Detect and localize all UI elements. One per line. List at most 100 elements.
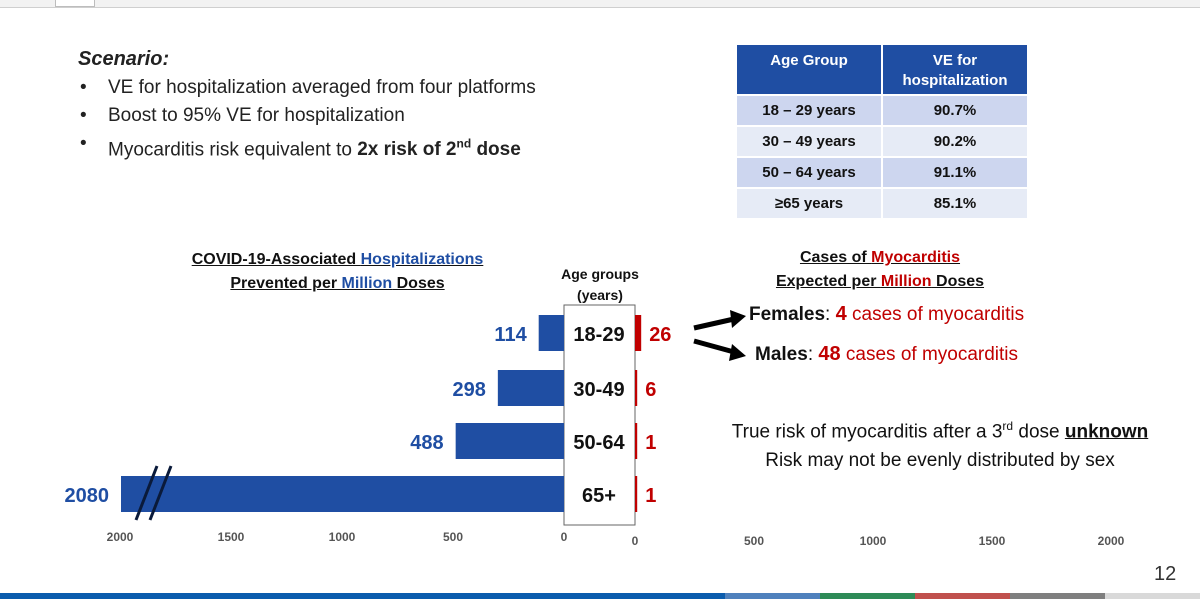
left-heading-line2: Prevented per Million Doses	[160, 272, 515, 296]
right-axis-tick: 0	[632, 534, 639, 548]
heading-text: Hospitalizations	[360, 251, 484, 268]
right-chart-heading: Cases of Myocarditis Expected per Millio…	[740, 246, 1020, 294]
heading-text: Doses	[392, 275, 445, 292]
right-heading-line1: Cases of Myocarditis	[740, 246, 1020, 270]
right-axis-tick: 1000	[860, 534, 887, 548]
footer-color-bar	[0, 593, 1200, 599]
heading-text: COVID-19-Associated	[191, 251, 361, 268]
heading-text: Million	[341, 275, 393, 292]
note-text: dose	[1013, 421, 1065, 443]
age-group-label: 65+	[582, 485, 616, 507]
window-tab[interactable]	[55, 0, 95, 7]
heading-text: Doses	[931, 273, 985, 290]
right-heading-line2: Expected per Million Doses	[740, 270, 1020, 294]
myocarditis-bar	[635, 315, 642, 351]
table-cell: 90.2%	[881, 125, 1029, 158]
males-callout: Males: 48 cases of myocarditis	[755, 343, 1018, 366]
age-header-line1: Age groups	[561, 266, 639, 282]
left-axis-tick: 500	[443, 530, 463, 544]
age-group-label: 18-29	[573, 324, 624, 346]
scenario-bullet: VE for hospitalization averaged from fou…	[78, 74, 638, 102]
table-cell: 91.1%	[881, 156, 1029, 189]
hospitalization-value-label: 488	[410, 432, 443, 454]
callout-sep: :	[825, 304, 836, 325]
ve-table-header: VE for hospitalization	[881, 43, 1029, 96]
left-chart-heading: COVID-19-Associated Hospitalizations Pre…	[160, 248, 515, 296]
callout-label: Females	[749, 304, 826, 325]
left-heading-line1: COVID-19-Associated Hospitalizations	[160, 248, 515, 272]
hospitalization-value-label: 114	[494, 324, 527, 346]
left-axis-tick: 1500	[218, 530, 245, 544]
age-group-box	[563, 304, 636, 526]
scenario-bullet-bold: 2x risk of 2	[357, 139, 457, 161]
table-cell: 85.1%	[881, 187, 1029, 220]
risk-note-line2: Risk may not be evenly distributed by se…	[765, 450, 1115, 472]
footer-segment	[915, 593, 1010, 599]
heading-text: Myocarditis	[871, 249, 961, 266]
heading-text: Prevented per	[230, 275, 342, 292]
risk-note-line1: True risk of myocarditis after a 3rd dos…	[690, 412, 1190, 446]
scenario-bullet: Myocarditis risk equivalent to 2x risk o…	[78, 130, 638, 164]
table-cell: ≥65 years	[735, 187, 883, 220]
right-axis-tick: 2000	[1098, 534, 1125, 548]
table-row: ≥65 years 85.1%	[735, 187, 1029, 220]
myocarditis-value-label: 1	[645, 432, 656, 454]
footer-segment	[0, 593, 725, 599]
right-axis-tick: 500	[744, 534, 764, 548]
hospitalization-bar	[538, 315, 564, 351]
hospitalization-bar	[121, 476, 564, 512]
age-group-label: 50-64	[573, 432, 625, 454]
scenario-list: VE for hospitalization averaged from fou…	[78, 74, 638, 164]
arrow-icon	[693, 310, 746, 361]
scenario-title: Scenario:	[78, 48, 170, 70]
callout-text: cases of myocarditis	[846, 304, 1025, 325]
risk-note: True risk of myocarditis after a 3rd dos…	[690, 412, 1190, 475]
callout-sep: :	[807, 344, 819, 365]
age-group-label: 30-49	[573, 379, 624, 401]
footer-segment	[820, 593, 915, 599]
table-row: 30 – 49 years 90.2%	[735, 125, 1029, 158]
table-cell: 50 – 64 years	[735, 156, 883, 189]
callout-number: 48	[818, 343, 841, 365]
table-cell: 30 – 49 years	[735, 125, 883, 158]
scenario-bullet-sup: nd	[456, 137, 472, 151]
window-top-bar	[0, 0, 1200, 8]
footer-segment	[725, 593, 820, 599]
scenario-bullet-bold-end: dose	[471, 139, 521, 161]
note-text: True risk of myocarditis after a 3	[731, 421, 1003, 443]
myocarditis-value-label: 26	[649, 324, 671, 346]
scenario-bullet-text: Myocarditis risk equivalent to	[108, 139, 358, 161]
table-row: 18 – 29 years 90.7%	[735, 94, 1029, 127]
hospitalization-bar	[455, 423, 564, 459]
heading-text: Cases of	[799, 249, 872, 266]
page-number: 12	[1154, 563, 1177, 585]
footer-segment	[1010, 593, 1105, 599]
table-cell: 18 – 29 years	[735, 94, 883, 127]
right-axis-tick: 1500	[979, 534, 1006, 548]
myocarditis-value-label: 6	[645, 379, 656, 401]
heading-text: Expected per	[775, 273, 881, 290]
left-axis-tick: 2000	[107, 530, 134, 544]
left-axis-tick: 0	[561, 530, 568, 544]
table-cell: 90.7%	[881, 94, 1029, 127]
ve-table: Age Group VE for hospitalization 18 – 29…	[735, 43, 1029, 220]
axis-break-mark	[134, 465, 159, 521]
ve-table-header: Age Group	[735, 43, 883, 96]
footer-segment	[1105, 593, 1200, 599]
myocarditis-value-label: 1	[645, 485, 656, 507]
myocarditis-bar	[635, 476, 638, 512]
scenario-block: Scenario: VE for hospitalization average…	[78, 48, 638, 164]
note-sup: rd	[1002, 419, 1014, 433]
heading-text: Million	[880, 273, 932, 290]
callout-text: cases of myocarditis	[840, 344, 1019, 365]
left-axis-tick: 1000	[329, 530, 356, 544]
age-header-line2: (years)	[577, 287, 623, 303]
note-bold: unknown	[1064, 421, 1149, 443]
table-row: 50 – 64 years 91.1%	[735, 156, 1029, 189]
hospitalization-bar	[497, 370, 564, 406]
callout-number: 4	[835, 303, 847, 325]
myocarditis-bar	[635, 370, 638, 406]
myocarditis-bar	[635, 423, 638, 459]
axis-break-mark	[148, 465, 173, 521]
hospitalization-value-label: 2080	[65, 485, 110, 507]
